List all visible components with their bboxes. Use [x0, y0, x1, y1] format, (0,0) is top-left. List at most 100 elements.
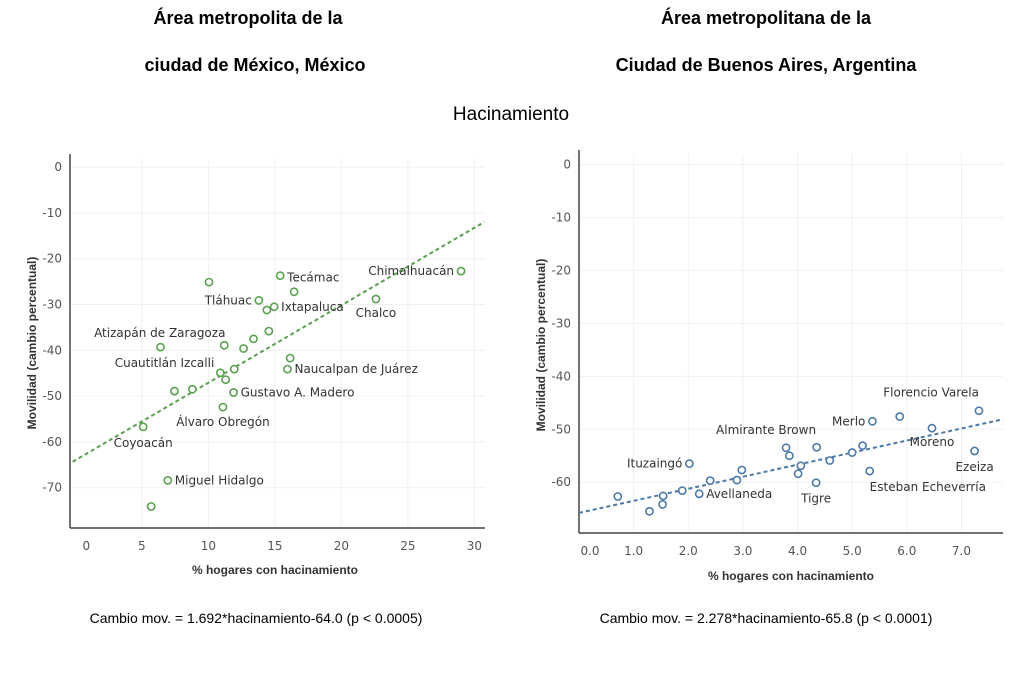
x-tick-label: 10 [201, 539, 216, 553]
point-label: Avellaneda [706, 487, 772, 501]
data-point [796, 461, 806, 471]
point-label: Atizapán de Zaragoza [94, 326, 225, 340]
data-point [170, 386, 179, 396]
y-tick-label: -10 [551, 211, 571, 225]
point-label: Gustavo A. Madero [241, 385, 355, 399]
x-tick-label: 30 [467, 539, 482, 553]
x-tick-label: 6.0 [897, 544, 916, 558]
x-tick-label: 2.0 [679, 544, 698, 558]
y-tick-label: -40 [551, 369, 571, 383]
x-tick-label: 4.0 [788, 544, 807, 558]
data-point [229, 388, 239, 397]
data-point [262, 305, 272, 315]
x-tick-label: 0 [83, 539, 91, 553]
point-label: Esteban Echeverría [870, 480, 986, 494]
data-point [264, 326, 274, 336]
point-label: Chalco [356, 306, 397, 320]
x-tick-label: 1.0 [624, 544, 643, 558]
data-point [456, 266, 466, 276]
data-point [865, 466, 875, 476]
x-tick-label: 20 [334, 539, 349, 553]
mexico-scatter-chart: 0 -10 -20 -30 -40 -50 -60 -70 0 5 10 15 20 25 30 Chimal… [42, 154, 485, 553]
data-point [784, 451, 794, 461]
data-point [285, 353, 295, 363]
figure-subtitle: Hacinamiento [453, 104, 569, 125]
data-point [684, 459, 694, 469]
data-point [219, 340, 229, 350]
left-regression-equation: Cambio mov. = 1.692*hacinamiento-64.0 (p… [90, 610, 423, 626]
x-tick-label: 5 [138, 539, 146, 553]
x-tick-label: 25 [400, 539, 415, 553]
point-label: Tláhuac [204, 293, 252, 307]
y-tick-label: -20 [551, 263, 571, 277]
y-tick-label: -60 [42, 435, 62, 449]
data-point [645, 506, 654, 516]
point-label: Naucalpan de Juárez [294, 362, 417, 376]
data-point [239, 344, 248, 353]
y-tick-label: -50 [42, 389, 62, 403]
buenos-aires-scatter-chart: 0 -10 -20 -30 -40 -50 -60 0.0 1.0 2.0 3.0 4.0 5.0 6.0… [551, 150, 1004, 558]
data-point [156, 342, 165, 352]
y-tick-label: -50 [551, 422, 571, 436]
data-point [187, 384, 197, 394]
point-label: Chimalhuacán [368, 264, 454, 278]
point-label: Cuautitlán Izcalli [115, 356, 215, 370]
y-tick-label: 0 [563, 158, 571, 172]
data-point [658, 500, 667, 509]
data-point [613, 492, 623, 501]
data-point [737, 465, 747, 475]
data-point [825, 456, 835, 465]
x-tick-label: 3.0 [733, 544, 752, 558]
data-point [895, 412, 905, 421]
data-point [658, 491, 668, 501]
data-point [218, 402, 228, 412]
data-point [970, 446, 979, 456]
right-x-axis-title: % hogares con hacinamiento [708, 569, 874, 583]
data-point [289, 287, 299, 297]
data-point [254, 296, 264, 305]
point-label: Tigre [800, 492, 831, 506]
data-point [868, 416, 877, 426]
y-tick-label: -30 [551, 316, 571, 330]
data-point [732, 475, 742, 485]
data-point [974, 406, 984, 416]
x-tick-label: 5.0 [843, 544, 862, 558]
right-chart-title-line2: Ciudad de Buenos Aires, Argentina [616, 55, 918, 75]
trend-line [578, 418, 1004, 514]
x-tick-label: 15 [267, 539, 282, 553]
point-label: Álvaro Obregón [176, 414, 270, 429]
data-point [229, 364, 239, 374]
trend-line [72, 221, 485, 463]
point-label: Ezeiza [955, 460, 993, 474]
right-y-axis-title: Movilidad (cambio percentual) [534, 259, 548, 432]
data-point [793, 469, 803, 479]
x-tick-label: 0.0 [580, 544, 599, 558]
y-tick-label: -40 [42, 343, 62, 357]
data-point [269, 302, 279, 312]
data-point [858, 441, 867, 451]
data-point [138, 422, 148, 432]
y-tick-label: -60 [551, 475, 571, 489]
data-point [371, 294, 381, 304]
data-point [204, 277, 214, 287]
x-tick-label: 7.0 [952, 544, 971, 558]
data-point [927, 423, 937, 433]
left-chart-title-line2: ciudad de México, México [144, 55, 365, 75]
data-point [811, 478, 821, 488]
right-regression-equation: Cambio mov. = 2.278*hacinamiento-65.8 (p… [600, 610, 933, 626]
data-point [275, 271, 285, 281]
y-tick-label: -30 [42, 298, 62, 312]
point-label: Ituzaingó [627, 457, 682, 471]
data-point [163, 475, 173, 485]
data-point [215, 368, 225, 378]
data-point [847, 448, 857, 457]
data-point [283, 364, 292, 374]
point-label: Coyoacán [114, 436, 173, 450]
point-label: Ixtapaluca [281, 300, 344, 314]
right-chart-title-line1: Área metropolitana de la [661, 7, 872, 28]
data-point [781, 443, 791, 453]
y-tick-label: 0 [54, 160, 62, 174]
point-label: Merlo [832, 414, 865, 428]
point-label: Miguel Hidalgo [175, 473, 264, 487]
